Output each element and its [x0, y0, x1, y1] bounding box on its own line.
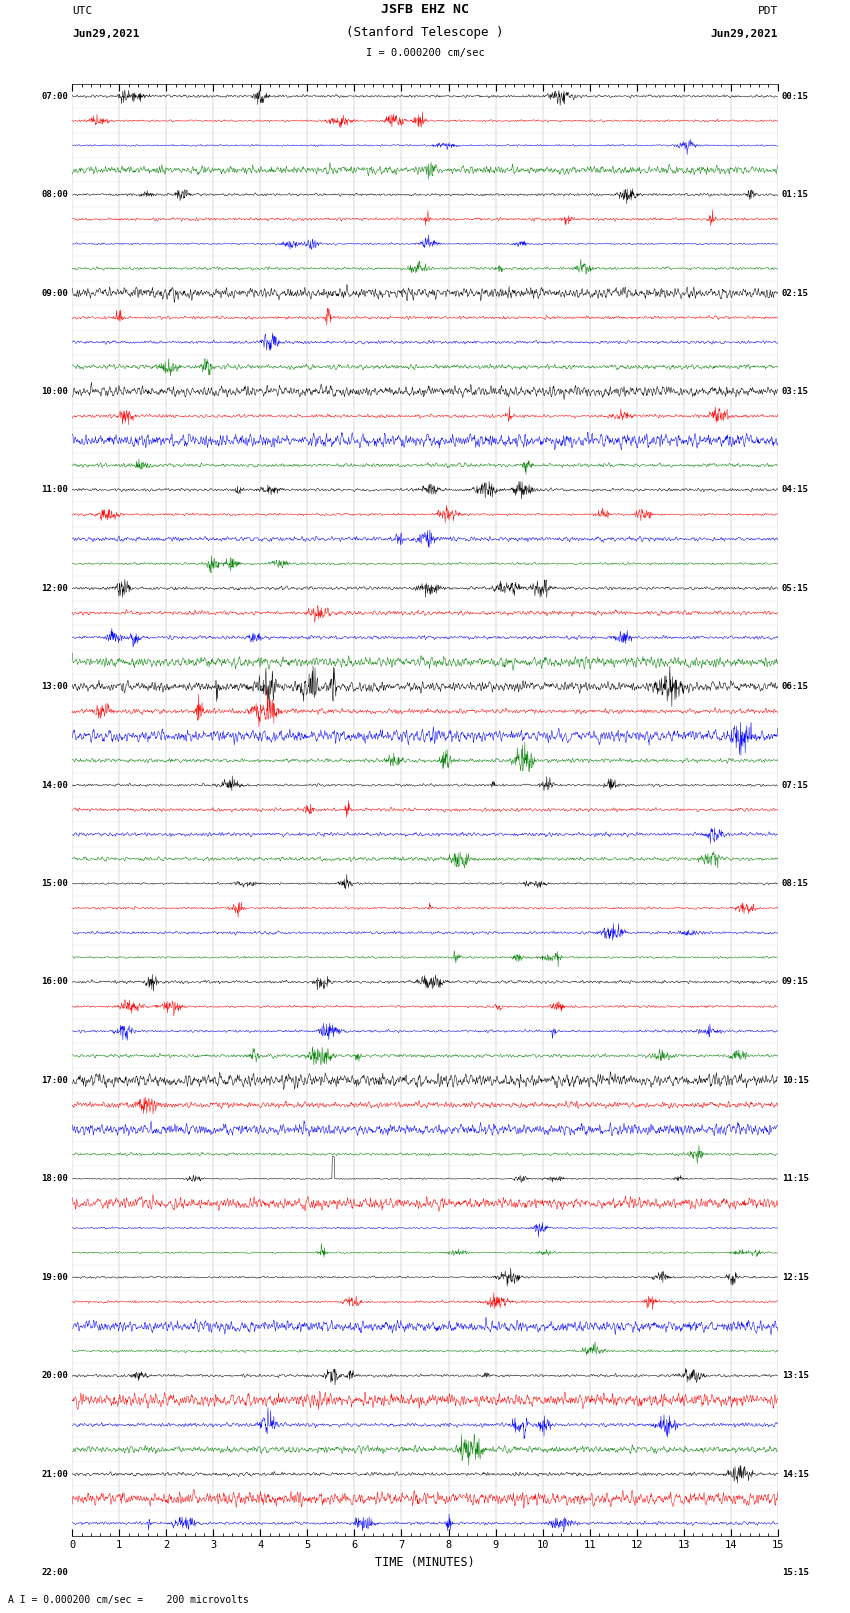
- Text: 10:00: 10:00: [41, 387, 68, 395]
- Text: 02:15: 02:15: [782, 289, 809, 297]
- Text: 03:15: 03:15: [782, 387, 809, 395]
- Text: 18:00: 18:00: [41, 1174, 68, 1184]
- Text: 12:00: 12:00: [41, 584, 68, 594]
- Text: 15:15: 15:15: [782, 1568, 809, 1578]
- Text: 12:15: 12:15: [782, 1273, 809, 1282]
- Text: 14:00: 14:00: [41, 781, 68, 790]
- Text: 13:00: 13:00: [41, 682, 68, 692]
- Text: 22:00: 22:00: [41, 1568, 68, 1578]
- Text: 16:00: 16:00: [41, 977, 68, 987]
- Text: 11:00: 11:00: [41, 486, 68, 494]
- Text: 11:15: 11:15: [782, 1174, 809, 1184]
- Text: 09:15: 09:15: [782, 977, 809, 987]
- Text: 01:15: 01:15: [782, 190, 809, 198]
- Text: UTC: UTC: [72, 6, 93, 16]
- Text: 08:00: 08:00: [41, 190, 68, 198]
- Text: 07:15: 07:15: [782, 781, 809, 790]
- Text: 15:00: 15:00: [41, 879, 68, 889]
- Text: PDT: PDT: [757, 6, 778, 16]
- Text: Jun29,2021: Jun29,2021: [72, 29, 139, 39]
- Text: 09:00: 09:00: [41, 289, 68, 297]
- Text: Jun29,2021: Jun29,2021: [711, 29, 778, 39]
- X-axis label: TIME (MINUTES): TIME (MINUTES): [375, 1557, 475, 1569]
- Text: I = 0.000200 cm/sec: I = 0.000200 cm/sec: [366, 48, 484, 58]
- Text: JSFB EHZ NC: JSFB EHZ NC: [381, 3, 469, 16]
- Text: 13:15: 13:15: [782, 1371, 809, 1381]
- Text: 04:15: 04:15: [782, 486, 809, 494]
- Text: 17:00: 17:00: [41, 1076, 68, 1086]
- Text: 21:00: 21:00: [41, 1469, 68, 1479]
- Text: 06:15: 06:15: [782, 682, 809, 692]
- Text: 10:15: 10:15: [782, 1076, 809, 1086]
- Text: 19:00: 19:00: [41, 1273, 68, 1282]
- Text: 00:15: 00:15: [782, 92, 809, 100]
- Text: 14:15: 14:15: [782, 1469, 809, 1479]
- Text: 07:00: 07:00: [41, 92, 68, 100]
- Text: 08:15: 08:15: [782, 879, 809, 889]
- Text: (Stanford Telescope ): (Stanford Telescope ): [346, 26, 504, 39]
- Text: 05:15: 05:15: [782, 584, 809, 594]
- Text: 20:00: 20:00: [41, 1371, 68, 1381]
- Text: A I = 0.000200 cm/sec =    200 microvolts: A I = 0.000200 cm/sec = 200 microvolts: [8, 1595, 249, 1605]
